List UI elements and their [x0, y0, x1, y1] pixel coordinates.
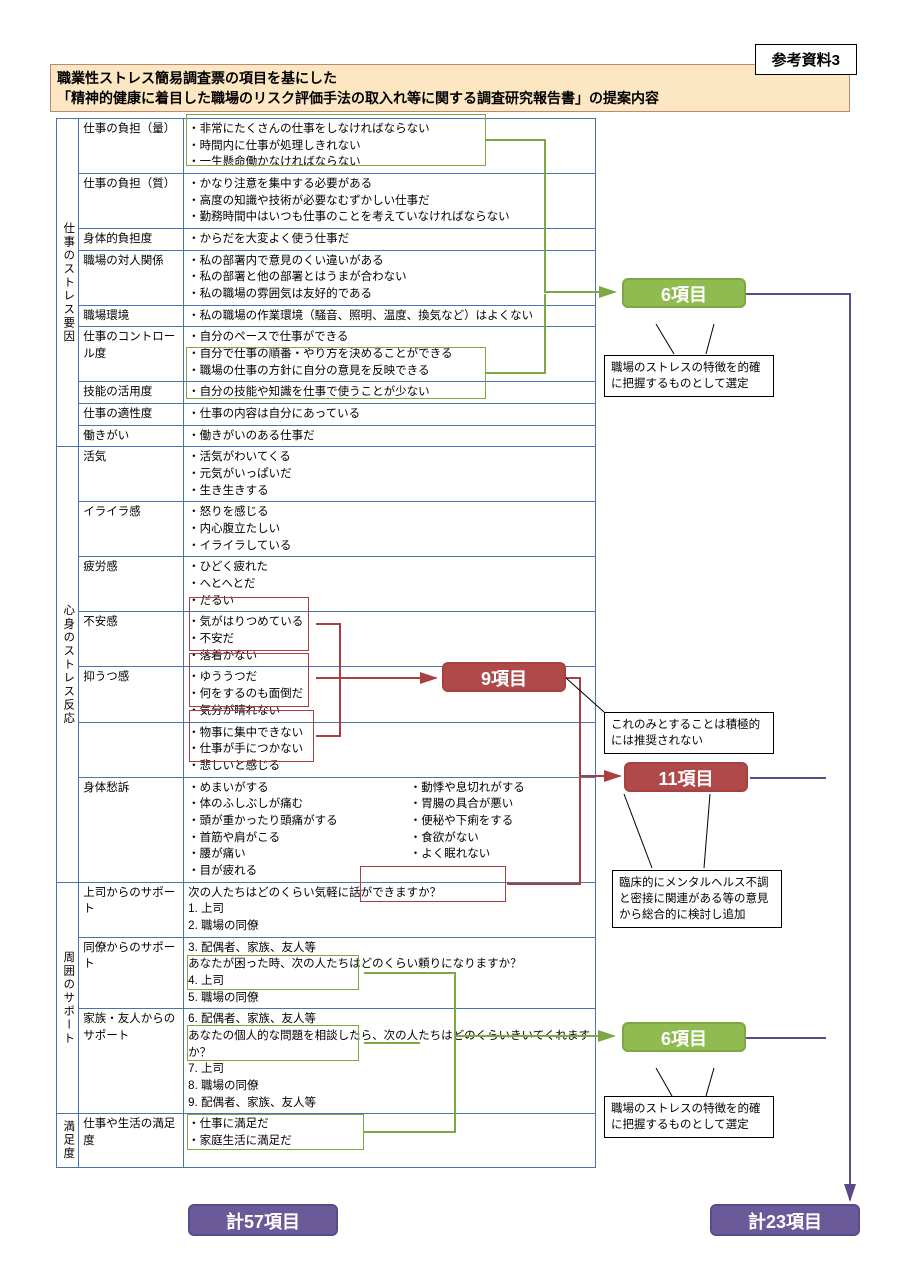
items-cell: ・私の職場の作業環境（騒音、照明、温度、換気など）はよくない: [184, 305, 596, 327]
table-row: 職場の対人関係・私の部署内で意見のくい違いがある ・私の部署と他の部署とはうまが…: [57, 250, 596, 305]
subcategory-label: 上司からのサポート: [79, 882, 184, 937]
connector-path: [706, 324, 714, 354]
table-row: イライラ感・怒りを感じる ・内心腹立たしい ・イライラしている: [57, 502, 596, 557]
title-bar: 職業性ストレス簡易調査票の項目を基にした 「精神的健康に着目した職場のリスク評価…: [50, 64, 850, 112]
subcategory-label: 抑うつ感: [79, 667, 184, 722]
highlight-box: [187, 955, 359, 990]
table-row: 身体的負担度・からだを大変よく使う仕事だ: [57, 229, 596, 251]
highlight-box: [187, 1025, 359, 1061]
main-table: 仕事のストレス要因仕事の負担（量）・非常にたくさんの仕事をしなければならない ・…: [56, 118, 596, 1168]
badge-green6a: 6項目: [622, 278, 746, 308]
table-row: 不安感・気がはりつめている ・不安だ ・落着かない: [57, 612, 596, 667]
connector-path: [706, 1068, 714, 1096]
title-line-2: 「精神的健康に着目した職場のリスク評価手法の取入れ等に関する調査研究報告書」の提…: [57, 90, 659, 106]
highlight-box: [189, 710, 314, 762]
subcategory-label: 身体愁訴: [79, 777, 184, 882]
subcategory-label: 職場の対人関係: [79, 250, 184, 305]
table-row: 働きがい・働きがいのある仕事だ: [57, 425, 596, 447]
items-cell: ・からだを大変よく使う仕事だ: [184, 229, 596, 251]
category-label: 周囲のサポート: [57, 882, 79, 1114]
items-cell: ・かなり注意を集中する必要がある ・高度の知識や技術が必要なむずかしい仕事だ ・…: [184, 174, 596, 229]
subcategory-label: 仕事のコントロール度: [79, 327, 184, 382]
subcategory-label: 身体的負担度: [79, 229, 184, 251]
table-row: 疲労感・ひどく疲れた ・へとへとだ ・だるい: [57, 557, 596, 612]
category-label: 仕事のストレス要因: [57, 119, 79, 447]
badge-purple23: 計23項目: [710, 1204, 860, 1236]
items-cell: ・働きがいのある仕事だ: [184, 425, 596, 447]
subcategory-label: 同僚からのサポート: [79, 937, 184, 1009]
items-cell: ・活気がわいてくる ・元気がいっぱいだ ・生き生きする: [184, 447, 596, 502]
badge-purple57: 計57項目: [188, 1204, 338, 1236]
highlight-box: [189, 597, 309, 651]
category-label: 満足度: [57, 1114, 79, 1168]
badge-red11: 11項目: [624, 762, 748, 792]
subcategory-label: 活気: [79, 447, 184, 502]
callout-c3: 臨床的にメンタルヘルス不調と密接に関連がある等の意見から総合的に検討し追加: [612, 870, 782, 928]
connector-path: [704, 794, 710, 868]
callout-c2: これのみとすることは積極的には推奨されない: [604, 712, 774, 754]
table-row: 職場環境・私の職場の作業環境（騒音、照明、温度、換気など）はよくない: [57, 305, 596, 327]
subcategory-label: 職場環境: [79, 305, 184, 327]
table-row: 身体愁訴・めまいがする ・体のふしぶしが痛む ・頭が重かったり頭痛がする ・首筋…: [57, 777, 596, 882]
subcategory-label: 仕事の負担（質）: [79, 174, 184, 229]
reference-tag: 参考資料3: [755, 44, 857, 75]
highlight-box: [360, 866, 506, 902]
table-row: 仕事の適性度・仕事の内容は自分にあっている: [57, 404, 596, 426]
items-cell: ・怒りを感じる ・内心腹立たしい ・イライラしている: [184, 502, 596, 557]
highlight-box: [186, 347, 486, 399]
highlight-box: [189, 653, 309, 707]
subcategory-label: イライラ感: [79, 502, 184, 557]
connector-path: [624, 794, 652, 868]
items-cell: ・私の部署内で意見のくい違いがある ・私の部署と他の部署とはうまが合わない ・私…: [184, 250, 596, 305]
subcategory-label: 疲労感: [79, 557, 184, 612]
callout-c4: 職場のストレスの特徴を的確に把握するものとして選定: [604, 1096, 774, 1138]
connector-path: [656, 324, 674, 354]
subcategory-label: 技能の活用度: [79, 382, 184, 404]
badge-green6b: 6項目: [622, 1022, 746, 1052]
table-row: ・物事に集中できない ・仕事が手につかない ・悲しいと感じる: [57, 722, 596, 777]
table-row: 周囲のサポート上司からのサポート次の人たちはどのくらい気軽に話ができますか？ 1…: [57, 882, 596, 937]
subcategory-label: 不安感: [79, 612, 184, 667]
highlight-box: [186, 114, 486, 166]
title-line-1: 職業性ストレス簡易調査票の項目を基にした: [57, 70, 337, 86]
table-row: 仕事の負担（質）・かなり注意を集中する必要がある ・高度の知識や技術が必要なむず…: [57, 174, 596, 229]
subcategory-label: 仕事の適性度: [79, 404, 184, 426]
subcategory-label: 働きがい: [79, 425, 184, 447]
items-cell: ・仕事の内容は自分にあっている: [184, 404, 596, 426]
callout-c1: 職場のストレスの特徴を的確に把握するものとして選定: [604, 355, 774, 397]
subcategory-label: 仕事や生活の満足度: [79, 1114, 184, 1168]
highlight-box: [187, 1114, 364, 1150]
badge-red9: 9項目: [442, 662, 566, 692]
category-label: 心身のストレス反応: [57, 447, 79, 882]
subcategory-label: 仕事の負担（量）: [79, 119, 184, 174]
connector-path: [656, 1068, 672, 1096]
table-row: 心身のストレス反応活気・活気がわいてくる ・元気がいっぱいだ ・生き生きする: [57, 447, 596, 502]
subcategory-label: 家族・友人からのサポート: [79, 1009, 184, 1114]
subcategory-label: [79, 722, 184, 777]
